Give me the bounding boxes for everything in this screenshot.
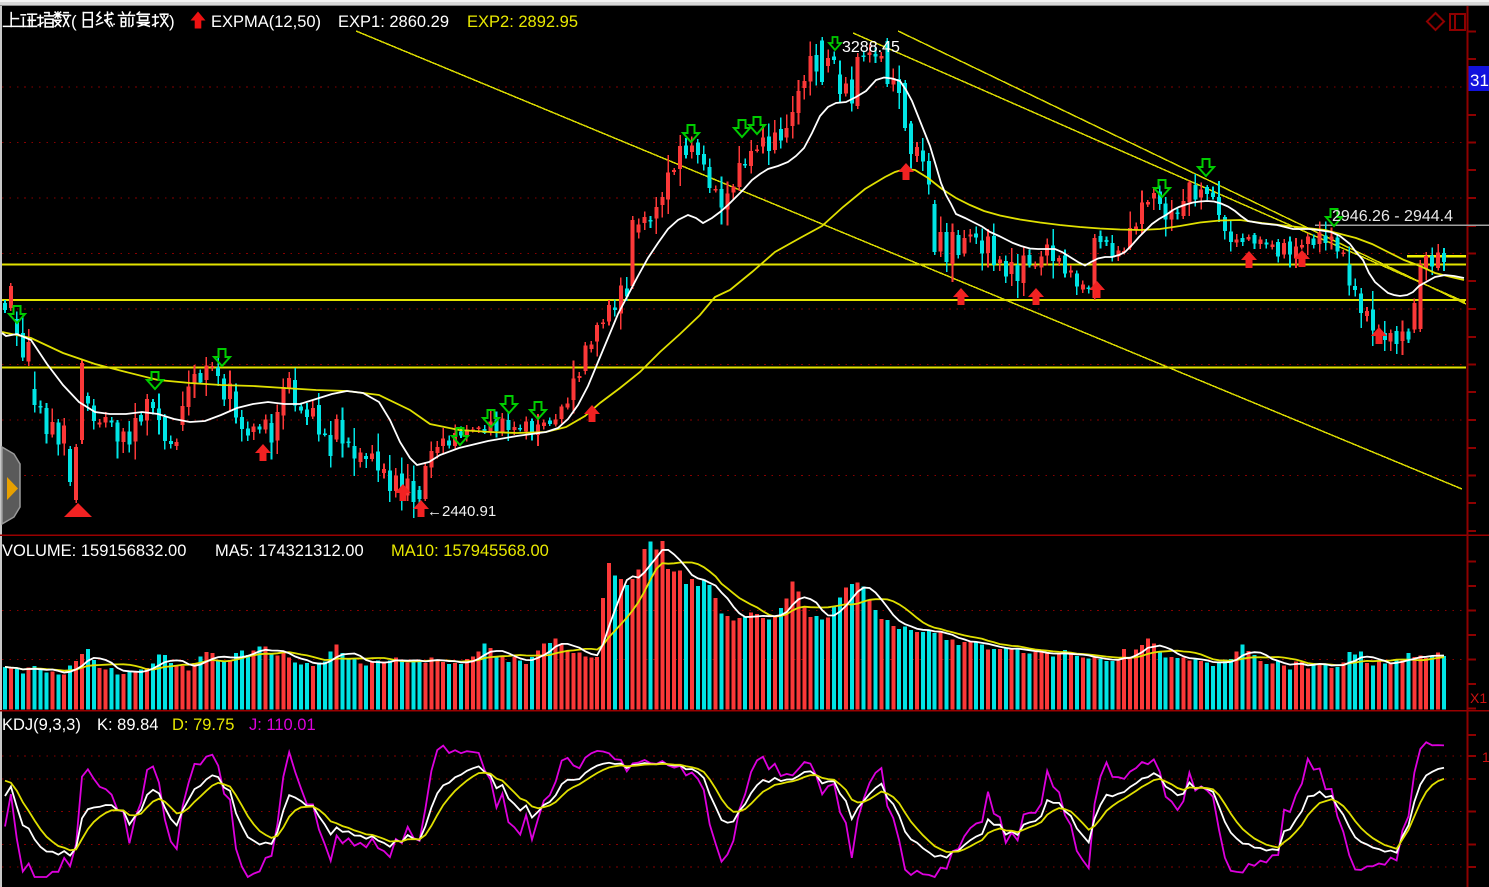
svg-text:MA10: 157945568.00: MA10: 157945568.00 <box>391 542 549 560</box>
svg-text:3288.45: 3288.45 <box>842 39 900 56</box>
svg-text:J: 110.01: J: 110.01 <box>249 716 316 734</box>
svg-text:2946.26 - 2944.4: 2946.26 - 2944.4 <box>1332 208 1453 225</box>
svg-text:): ) <box>169 12 175 31</box>
svg-text:MA5: 174321312.00: MA5: 174321312.00 <box>215 542 364 560</box>
svg-text:(: ( <box>71 12 77 31</box>
svg-text:D: 79.75: D: 79.75 <box>172 716 234 734</box>
svg-text:1: 1 <box>1482 749 1489 765</box>
svg-text:K: 89.84: K: 89.84 <box>97 716 158 734</box>
svg-text:X1: X1 <box>1470 690 1487 706</box>
svg-text:VOLUME: 159156832.00: VOLUME: 159156832.00 <box>2 542 186 560</box>
svg-text:KDJ(9,3,3): KDJ(9,3,3) <box>2 716 81 734</box>
svg-text:EXPMA(12,50): EXPMA(12,50) <box>211 13 321 31</box>
svg-text:31: 31 <box>1470 71 1489 90</box>
svg-text:EXP2: 2892.95: EXP2: 2892.95 <box>467 13 578 31</box>
svg-text:EXP1: 2860.29: EXP1: 2860.29 <box>338 13 449 31</box>
svg-text:.: . <box>112 12 116 29</box>
svg-text:←2440.91: ←2440.91 <box>427 503 496 520</box>
